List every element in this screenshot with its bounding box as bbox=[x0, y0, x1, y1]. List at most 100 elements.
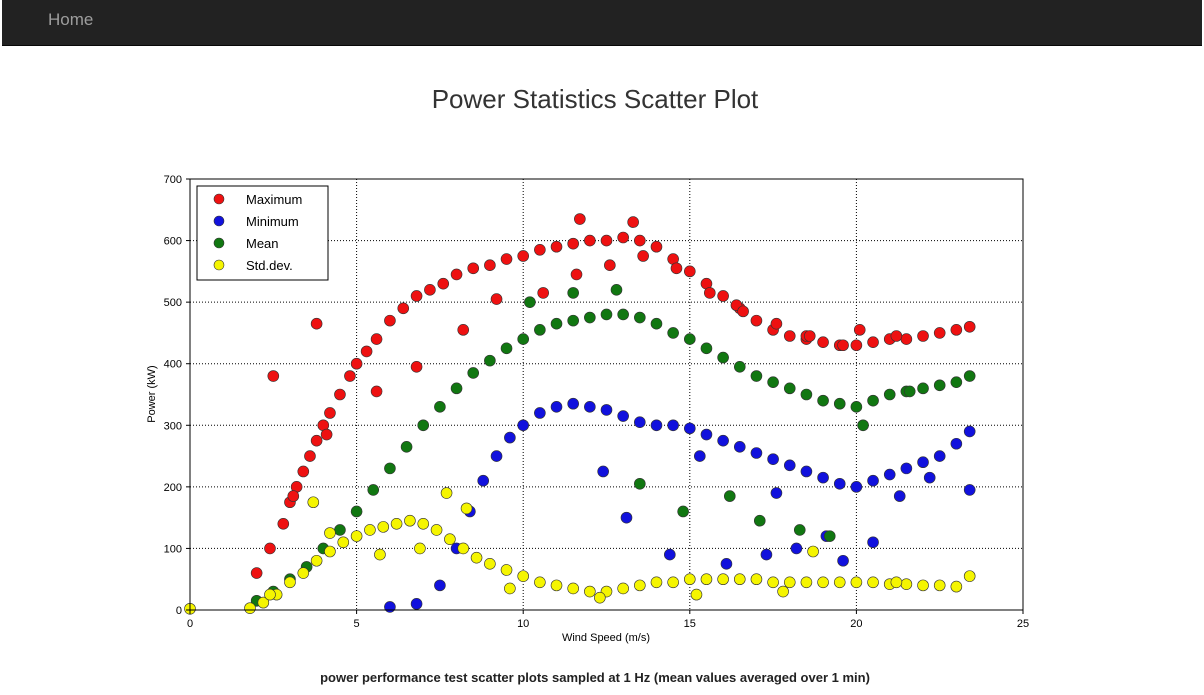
x-tick-label: 15 bbox=[684, 618, 696, 630]
data-point bbox=[783, 576, 796, 589]
data-point bbox=[767, 376, 779, 388]
data-point bbox=[500, 253, 513, 265]
data-point bbox=[753, 514, 766, 527]
data-point bbox=[404, 514, 416, 527]
data-point bbox=[600, 308, 613, 321]
data-point bbox=[344, 370, 356, 382]
data-point bbox=[490, 450, 503, 462]
data-point bbox=[430, 524, 443, 536]
data-point bbox=[377, 521, 390, 533]
data-point bbox=[284, 576, 296, 589]
data-point bbox=[867, 576, 879, 589]
data-point bbox=[634, 311, 646, 324]
data-point bbox=[700, 342, 713, 355]
data-point bbox=[550, 317, 563, 330]
legend-label-minimum: Minimum bbox=[246, 214, 299, 229]
data-point bbox=[567, 314, 579, 327]
data-point bbox=[567, 287, 579, 299]
data-point bbox=[490, 293, 503, 305]
data-point bbox=[750, 314, 763, 327]
data-point bbox=[584, 311, 596, 324]
data-point bbox=[384, 601, 396, 613]
data-point bbox=[584, 234, 596, 247]
data-point bbox=[550, 240, 563, 253]
data-point bbox=[664, 548, 676, 561]
data-point bbox=[683, 573, 696, 586]
data-point bbox=[297, 465, 310, 478]
data-point bbox=[783, 382, 796, 395]
data-point bbox=[287, 490, 300, 502]
data-point bbox=[610, 284, 623, 296]
data-point bbox=[770, 317, 783, 330]
legend-marker-mean bbox=[213, 237, 225, 249]
data-point bbox=[500, 342, 513, 355]
data-point bbox=[244, 602, 256, 614]
scatter-chart: 0 5 10 15 20 25 0 100 200 300 400 500 600 700 Wind Sp… bbox=[146, 174, 1029, 644]
y-tick-label: 600 bbox=[164, 236, 182, 248]
data-point bbox=[670, 262, 683, 275]
data-point bbox=[890, 576, 903, 589]
data-point bbox=[594, 591, 606, 604]
data-point bbox=[257, 596, 270, 609]
data-point bbox=[823, 530, 836, 542]
data-point bbox=[634, 234, 646, 247]
data-point bbox=[417, 517, 430, 530]
data-point bbox=[950, 324, 963, 336]
data-point bbox=[467, 367, 480, 379]
data-point bbox=[767, 453, 779, 465]
data-point bbox=[700, 428, 713, 441]
data-point bbox=[634, 477, 646, 490]
data-point bbox=[550, 401, 563, 413]
page-title: Power Statistics Scatter Plot bbox=[431, 84, 759, 114]
data-point bbox=[390, 517, 403, 530]
data-point bbox=[733, 360, 746, 373]
data-point bbox=[627, 216, 639, 228]
data-point bbox=[470, 551, 483, 564]
data-point bbox=[484, 259, 496, 272]
data-point bbox=[893, 490, 906, 502]
data-point bbox=[444, 533, 456, 545]
data-point bbox=[477, 474, 490, 487]
data-point bbox=[917, 579, 929, 592]
data-point bbox=[567, 237, 579, 250]
data-point bbox=[400, 441, 413, 453]
data-point bbox=[267, 370, 280, 382]
data-point bbox=[310, 554, 323, 567]
data-point bbox=[933, 327, 946, 339]
legend-label-maximum: Maximum bbox=[246, 192, 302, 207]
data-point bbox=[950, 437, 963, 450]
data-point bbox=[367, 484, 380, 496]
data-point bbox=[837, 554, 849, 567]
data-point bbox=[410, 598, 423, 610]
data-point bbox=[867, 336, 879, 348]
data-point bbox=[667, 576, 679, 589]
data-point bbox=[890, 330, 903, 342]
data-point bbox=[370, 333, 383, 345]
data-point bbox=[833, 477, 846, 490]
data-point bbox=[574, 213, 586, 225]
data-point bbox=[803, 330, 816, 342]
data-point bbox=[783, 459, 796, 472]
y-tick-label: 500 bbox=[164, 297, 182, 309]
data-point bbox=[770, 487, 783, 499]
data-point bbox=[817, 394, 829, 407]
data-point bbox=[700, 573, 713, 586]
navbar: Home bbox=[2, 0, 1202, 46]
data-point bbox=[683, 265, 696, 278]
data-point bbox=[570, 268, 583, 281]
data-point bbox=[837, 339, 849, 352]
legend-label-mean: Mean bbox=[246, 236, 279, 251]
data-point bbox=[963, 425, 976, 438]
y-axis-label: Power (kW) bbox=[146, 365, 158, 422]
data-point bbox=[637, 250, 649, 262]
series-layer bbox=[184, 213, 976, 615]
home-link[interactable]: Home bbox=[48, 10, 94, 29]
legend: Maximum Minimum Mean Std.dev. bbox=[196, 185, 329, 281]
data-point bbox=[817, 576, 829, 589]
data-point bbox=[853, 324, 866, 336]
data-point bbox=[790, 542, 803, 555]
data-point bbox=[324, 407, 336, 419]
data-point bbox=[717, 573, 729, 586]
data-point bbox=[467, 262, 480, 275]
data-point bbox=[867, 474, 879, 487]
